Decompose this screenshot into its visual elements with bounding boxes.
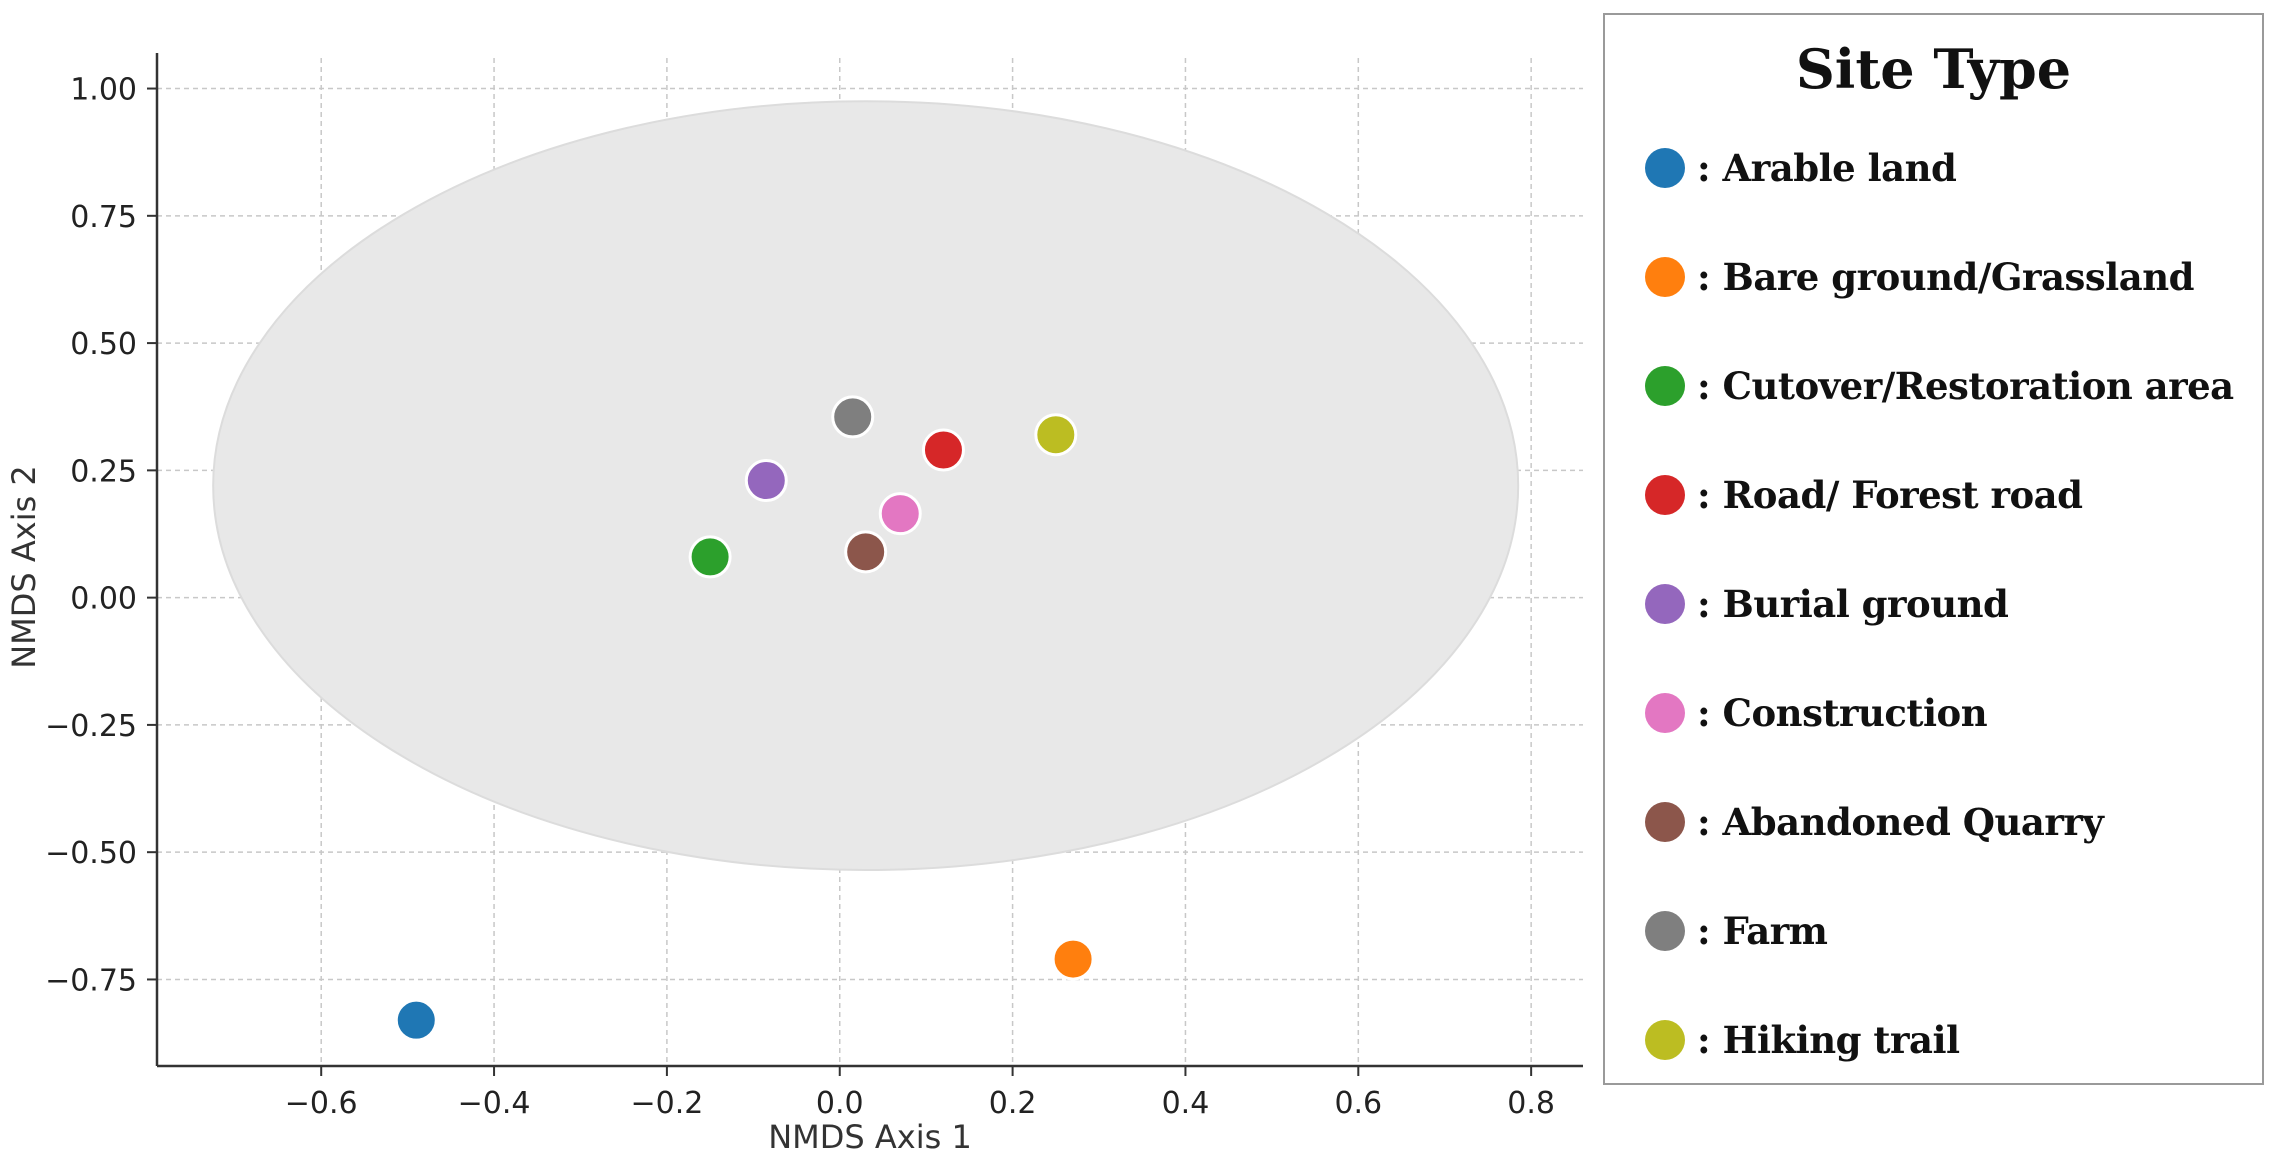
legend-label: : Construction <box>1697 691 1988 735</box>
data-point <box>878 492 922 536</box>
legend-item: : Arable land <box>1645 143 1957 193</box>
x-axis-title: NMDS Axis 1 <box>768 1118 972 1156</box>
data-point <box>831 395 875 439</box>
legend-label: : Cutover/Restoration area <box>1697 364 2234 408</box>
y-axis-title: NMDS Axis 2 <box>5 465 43 669</box>
axes: −0.6 −0.4 −0.2 0.0 0.2 0.4 0.6 0.8 1.00 0.75 0.50 0… <box>45 53 1583 1121</box>
data-points <box>394 395 1095 1042</box>
data-point <box>921 428 965 472</box>
y-tick-label: 0.00 <box>70 582 137 617</box>
legend-label: : Road/ Forest road <box>1697 473 2083 517</box>
legend-item: : Construction <box>1645 688 1988 738</box>
x-tick-label: 0.6 <box>1334 1086 1382 1121</box>
legend-item: : Bare ground/Grassland <box>1645 252 2194 302</box>
legend-marker <box>1645 257 1685 297</box>
data-point <box>1034 413 1078 457</box>
legend-marker <box>1645 148 1685 188</box>
legend-item: : Hiking trail <box>1645 1015 1960 1065</box>
x-tick-label: −0.6 <box>285 1086 358 1121</box>
x-tick-label: 0.8 <box>1507 1086 1555 1121</box>
x-tick-label: 0.4 <box>1162 1086 1210 1121</box>
y-tick-label: 0.25 <box>70 454 137 489</box>
y-tick-label: −0.75 <box>45 963 137 998</box>
legend-item: : Cutover/Restoration area <box>1645 361 2234 411</box>
legend-item: : Farm <box>1645 906 1828 956</box>
legend: Site Type : Arable land : Bare ground/Gra… <box>1603 13 2264 1085</box>
y-tick-label: −0.50 <box>45 836 137 871</box>
data-point <box>1051 937 1095 981</box>
x-tick-label: −0.4 <box>458 1086 531 1121</box>
legend-marker <box>1645 911 1685 951</box>
legend-marker <box>1645 475 1685 515</box>
nmds-scatter-plot: −0.6 −0.4 −0.2 0.0 0.2 0.4 0.6 0.8 1.00 0.75 0.50 0… <box>5 53 1583 1156</box>
legend-item: : Burial ground <box>1645 579 2009 629</box>
legend-item: : Road/ Forest road <box>1645 470 2083 520</box>
data-point <box>844 530 888 574</box>
y-tick-label: 1.00 <box>70 73 137 108</box>
legend-label: : Abandoned Quarry <box>1697 800 2104 844</box>
x-tick-label: −0.2 <box>630 1086 703 1121</box>
legend-label: : Arable land <box>1697 146 1957 190</box>
x-tick-label: 0.0 <box>816 1086 864 1121</box>
confidence-ellipse <box>212 100 1520 871</box>
legend-marker <box>1645 1020 1685 1060</box>
legend-item: : Abandoned Quarry <box>1645 797 2104 847</box>
x-tick-label: 0.2 <box>989 1086 1037 1121</box>
legend-marker <box>1645 366 1685 406</box>
legend-title: Site Type <box>1795 37 2072 101</box>
y-tick-label: 0.75 <box>70 200 137 235</box>
legend-label: : Farm <box>1697 909 1828 953</box>
y-tick-label: 0.50 <box>70 327 137 362</box>
legend-marker <box>1645 693 1685 733</box>
legend-marker <box>1645 584 1685 624</box>
legend-marker <box>1645 802 1685 842</box>
legend-label: : Hiking trail <box>1697 1018 1960 1062</box>
y-tick-label: −0.25 <box>45 709 137 744</box>
data-point <box>744 459 788 503</box>
data-point <box>688 535 732 579</box>
legend-label: : Burial ground <box>1697 582 2009 626</box>
data-point <box>394 998 438 1042</box>
legend-label: : Bare ground/Grassland <box>1697 255 2194 299</box>
